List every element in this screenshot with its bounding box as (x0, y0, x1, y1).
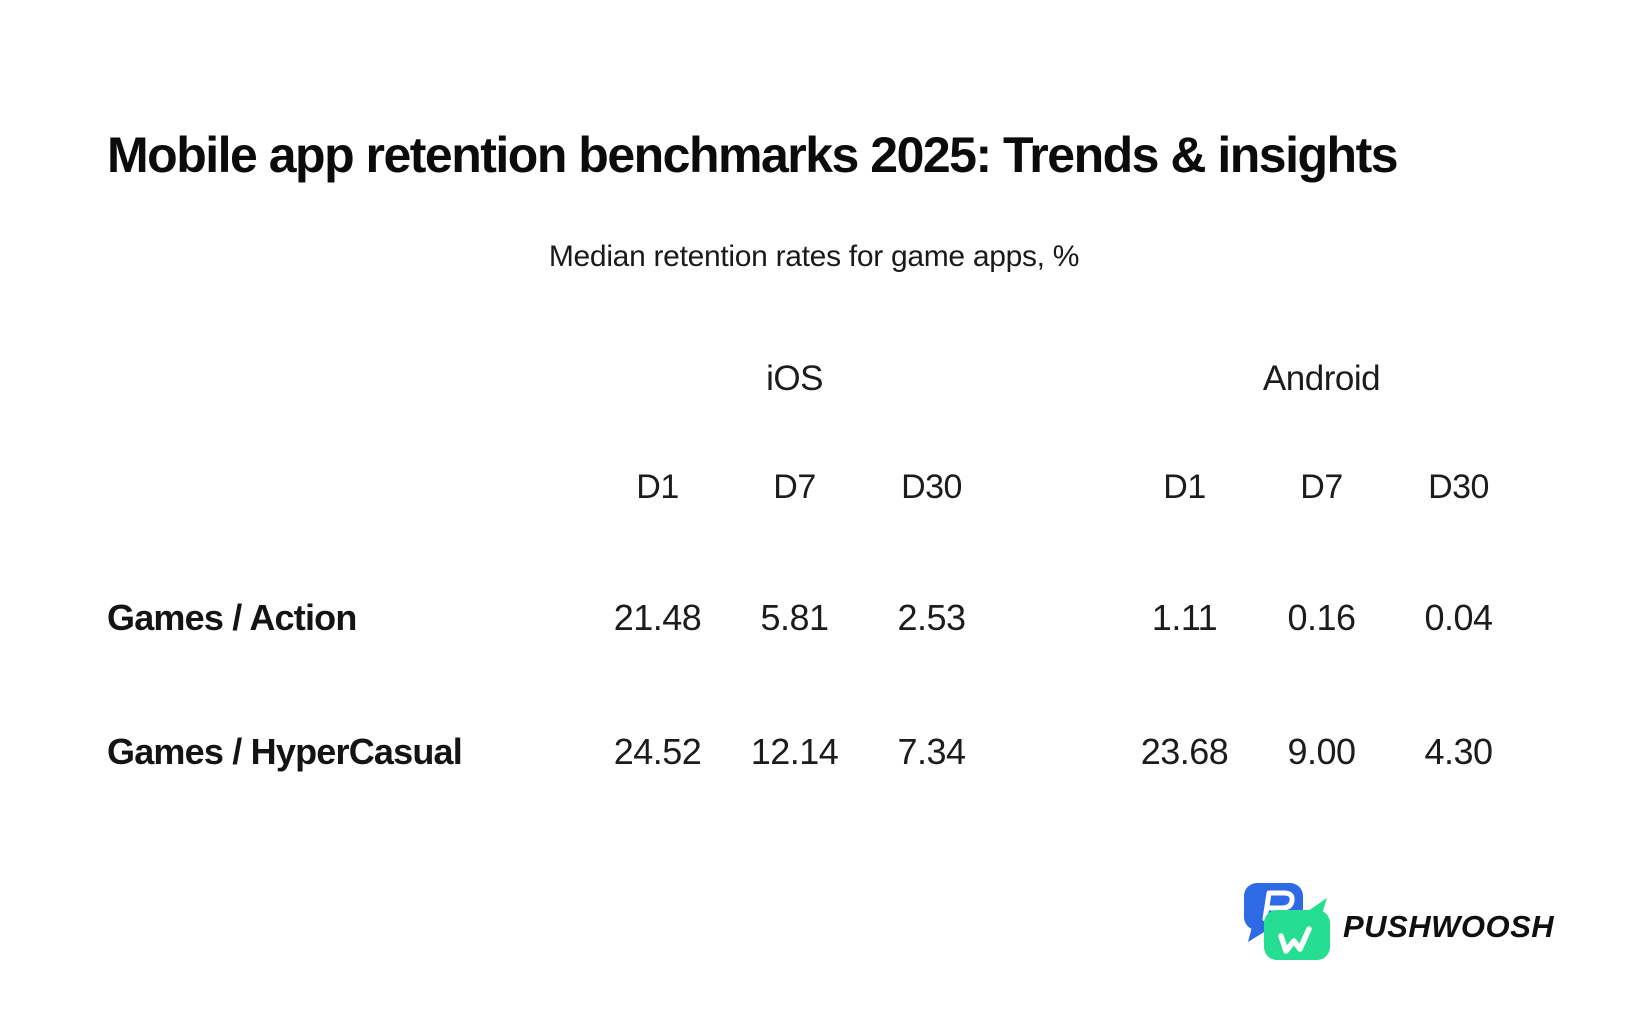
value-games-action-android-d30: 0.04 (1424, 597, 1493, 638)
col-header-android-d30: D30 (1428, 467, 1489, 506)
chart-subtitle: Median retention rates for game apps, % (548, 240, 1080, 273)
value-games-hypercasual-android-d1: 23.68 (1140, 731, 1229, 772)
value-games-hypercasual-android-d30: 4.30 (1424, 731, 1493, 772)
column-group-android: Android (1262, 359, 1381, 398)
retention-table: iOS Android D1 D7 D30 D1 D7 D30 Games / … (107, 340, 1527, 824)
column-group-ios: iOS (766, 359, 823, 398)
pushwoosh-logo-text: PUSHWOOSH (1343, 908, 1555, 944)
value-games-hypercasual-android-d7: 9.00 (1287, 731, 1356, 772)
value-games-action-android-d1: 1.11 (1151, 597, 1218, 638)
pushwoosh-logo: PUSHWOOSH (1243, 883, 1554, 960)
col-header-ios-d30: D30 (901, 467, 962, 506)
value-games-action-ios-d30: 2.53 (897, 597, 966, 638)
value-games-action-android-d7: 0.16 (1287, 597, 1356, 638)
page-title: Mobile app retention benchmarks 2025: Tr… (107, 127, 1399, 183)
row-label-games-action: Games / Action (107, 597, 357, 638)
col-header-ios-d7: D7 (773, 467, 816, 506)
pushwoosh-logo-icon (1244, 883, 1330, 960)
value-games-hypercasual-ios-d1: 24.52 (613, 731, 702, 772)
col-header-ios-d1: D1 (636, 467, 679, 506)
col-header-android-d7: D7 (1300, 467, 1343, 506)
value-games-action-ios-d1: 21.48 (613, 597, 702, 638)
value-games-hypercasual-ios-d7: 12.14 (750, 731, 839, 772)
value-games-action-ios-d7: 5.81 (760, 597, 829, 638)
chat-bubble-w-icon (1264, 898, 1330, 960)
value-games-hypercasual-ios-d30: 7.34 (897, 731, 966, 772)
row-label-games-hypercasual: Games / HyperCasual (107, 731, 463, 772)
col-header-android-d1: D1 (1163, 467, 1206, 506)
